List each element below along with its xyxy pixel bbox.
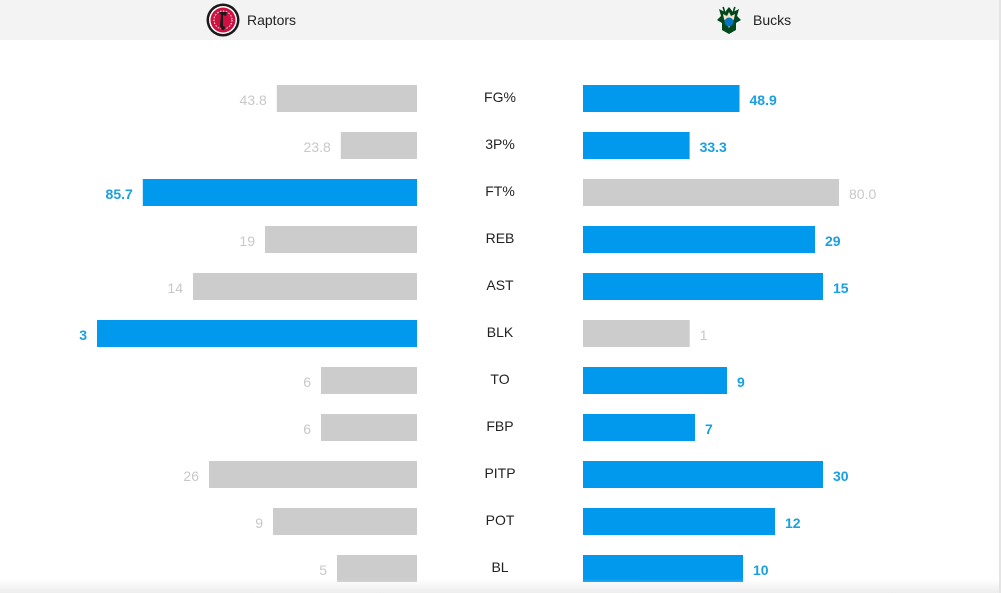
stat-label: POT <box>486 512 515 528</box>
bar-away-3p-pct <box>340 132 417 159</box>
bar-away-pitp <box>209 461 417 488</box>
bar-home-ft-pct <box>583 179 839 206</box>
value-label-away: 6 <box>303 421 311 437</box>
stat-label: BL <box>491 559 508 575</box>
bar-home-3p-pct <box>583 132 690 159</box>
value-label-away: 43.8 <box>240 92 267 108</box>
bucks-logo-icon <box>717 6 741 34</box>
raptors-logo-icon <box>206 3 240 37</box>
stat-label: TO <box>490 371 509 387</box>
stat-label: FT% <box>485 183 515 199</box>
bar-away-to <box>321 367 417 394</box>
bar-away-bl <box>337 555 417 582</box>
bar-home-bl <box>583 555 743 582</box>
value-label-away: 6 <box>303 374 311 390</box>
right-border <box>999 0 1001 593</box>
bar-away-ft-pct <box>142 179 418 206</box>
stat-label: PITP <box>484 465 515 481</box>
home-team-name: Bucks <box>753 12 792 28</box>
bar-away-reb <box>265 226 417 253</box>
stat-label: REB <box>486 230 515 246</box>
bar-away-ast <box>193 273 417 300</box>
stat-label: AST <box>486 277 514 293</box>
bar-home-pot <box>583 508 775 535</box>
value-label-home: 12 <box>785 515 801 531</box>
value-label-away: 14 <box>167 280 183 296</box>
value-label-home: 29 <box>825 233 841 249</box>
bar-away-fbp <box>321 414 417 441</box>
value-label-away: 19 <box>239 233 255 249</box>
bar-home-fg-pct <box>583 85 740 112</box>
value-label-home: 1 <box>700 327 708 343</box>
bar-home-to <box>583 367 727 394</box>
value-label-away: 26 <box>183 468 199 484</box>
value-label-away: 85.7 <box>106 186 133 202</box>
bar-home-ast <box>583 273 823 300</box>
value-label-home: 33.3 <box>700 139 727 155</box>
stats-chart: 43.8 FG% 48.9 23.8 3P% 33.3 85.7 FT% 80.0 19 REB 29… <box>0 40 1001 593</box>
value-label-away: 9 <box>255 515 263 531</box>
stats-bar-chart: 43.8 FG% 48.923.8 3P% 33.385.7 FT% 80.019 REB 29… <box>79 85 876 582</box>
value-label-away: 3 <box>79 327 87 343</box>
stat-label: FBP <box>486 418 513 434</box>
value-label-home: 7 <box>705 421 713 437</box>
stat-label: BLK <box>487 324 514 340</box>
value-label-away: 23.8 <box>304 139 331 155</box>
value-label-home: 10 <box>753 562 769 578</box>
away-team-name: Raptors <box>247 12 297 28</box>
bar-home-blk <box>583 320 690 347</box>
bar-home-reb <box>583 226 815 253</box>
bar-home-pitp <box>583 461 823 488</box>
stat-label: 3P% <box>485 136 515 152</box>
bar-home-fbp <box>583 414 695 441</box>
bar-away-blk <box>97 320 417 347</box>
value-label-home: 9 <box>737 374 745 390</box>
value-label-home: 30 <box>833 468 849 484</box>
value-label-away: 5 <box>319 562 327 578</box>
value-label-home: 48.9 <box>750 92 777 108</box>
bar-away-fg-pct <box>276 85 417 112</box>
value-label-home: 15 <box>833 280 849 296</box>
away-team[interactable]: Raptors <box>206 2 296 38</box>
home-team[interactable]: Bucks <box>712 2 791 38</box>
teams-header: Raptors Bucks <box>0 0 1001 40</box>
value-label-home: 80.0 <box>849 186 876 202</box>
stat-label: FG% <box>484 89 516 105</box>
bar-away-pot <box>273 508 417 535</box>
